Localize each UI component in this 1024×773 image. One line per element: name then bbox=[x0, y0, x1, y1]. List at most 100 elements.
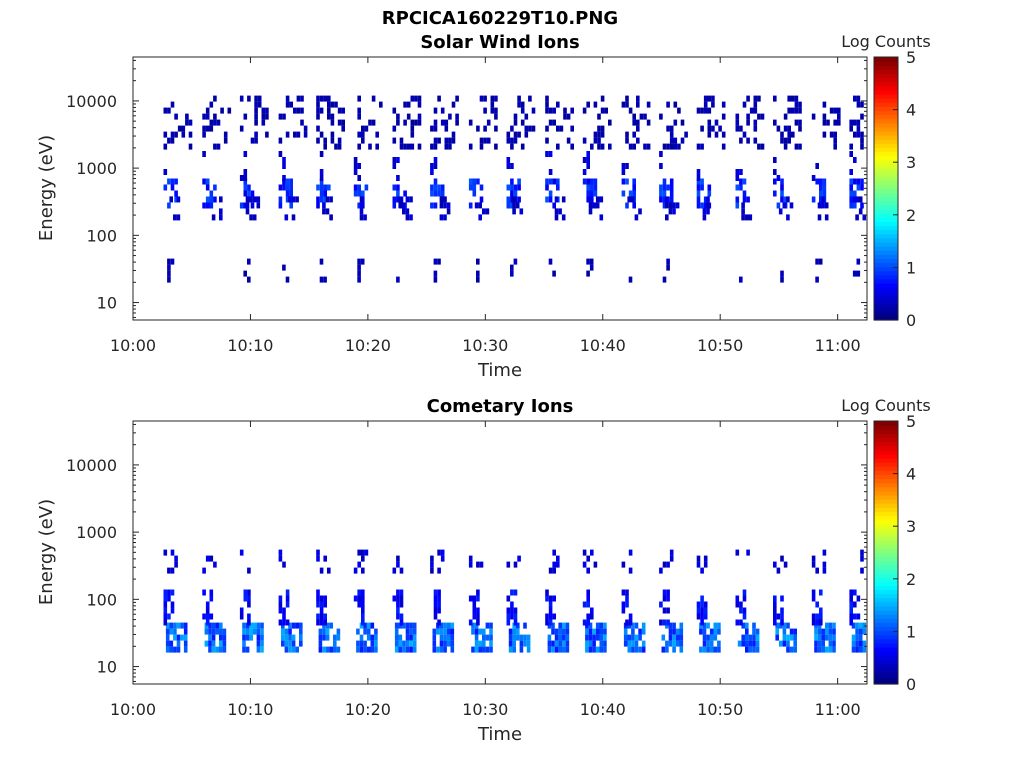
heatmap-cell bbox=[778, 208, 783, 215]
heatmap-cell bbox=[742, 178, 747, 185]
heatmap-cell bbox=[516, 634, 520, 641]
heatmap-cell bbox=[174, 178, 178, 185]
heatmap-cell bbox=[599, 646, 604, 653]
heatmap-cell bbox=[562, 640, 566, 647]
heatmap-cell bbox=[247, 95, 251, 102]
heatmap-cell bbox=[476, 258, 480, 265]
heatmap-cell bbox=[599, 196, 604, 203]
heatmap-cell bbox=[632, 184, 636, 191]
heatmap-cell bbox=[717, 622, 721, 629]
heatmap-cell bbox=[239, 613, 244, 620]
heatmap-cell bbox=[303, 131, 308, 138]
heatmap-cell bbox=[748, 634, 753, 641]
heatmap-cell bbox=[588, 622, 593, 629]
heatmap-cell bbox=[735, 184, 740, 191]
heatmap-cell bbox=[285, 589, 290, 596]
heatmap-cell bbox=[433, 143, 438, 150]
heatmap-cell bbox=[319, 567, 324, 574]
heatmap-cell bbox=[414, 95, 418, 102]
heatmap-cell bbox=[330, 101, 335, 108]
heatmap-cell bbox=[278, 601, 283, 608]
heatmap-cell bbox=[170, 549, 175, 556]
heatmap-cell bbox=[392, 157, 397, 163]
heatmap-cell bbox=[786, 640, 790, 647]
heatmap-cell bbox=[548, 119, 553, 126]
heatmap-cell bbox=[851, 634, 856, 641]
heatmap-cell bbox=[545, 125, 549, 132]
heatmap-cell bbox=[472, 184, 477, 191]
heatmap-cell bbox=[855, 646, 859, 653]
heatmap-cell bbox=[316, 549, 320, 556]
heatmap-cell bbox=[490, 95, 495, 102]
heatmap-cell bbox=[517, 101, 521, 108]
heatmap-cell bbox=[513, 119, 518, 126]
heatmap-cell bbox=[396, 119, 400, 126]
heatmap-cell bbox=[833, 119, 837, 126]
heatmap-cell bbox=[485, 208, 490, 215]
heatmap-cell bbox=[247, 619, 251, 626]
heatmap-cell bbox=[216, 119, 221, 126]
heatmap-cell bbox=[585, 634, 589, 641]
heatmap-cell bbox=[170, 607, 175, 614]
heatmap-cell bbox=[556, 184, 560, 191]
heatmap-cell bbox=[430, 163, 434, 169]
heatmap-cell bbox=[696, 613, 701, 620]
colorbar-swatch bbox=[874, 486, 898, 492]
colorbar-tick-label: 0 bbox=[906, 675, 916, 694]
heatmap-cell bbox=[455, 113, 459, 120]
heatmap-cell bbox=[476, 276, 480, 283]
heatmap-cell bbox=[319, 95, 324, 102]
heatmap-cell bbox=[665, 196, 669, 203]
heatmap-cell bbox=[202, 131, 206, 138]
heatmap-cell bbox=[494, 125, 498, 132]
heatmap-cell bbox=[446, 202, 451, 209]
heatmap-cell bbox=[592, 640, 596, 647]
heatmap-cell bbox=[245, 628, 250, 635]
heatmap-cell bbox=[819, 613, 823, 620]
heatmap-cell bbox=[548, 595, 553, 602]
heatmap-cell bbox=[526, 646, 531, 653]
heatmap-cell bbox=[700, 184, 704, 191]
heatmap-cell bbox=[163, 143, 168, 150]
heatmap-cell bbox=[753, 125, 758, 132]
heatmap-cell bbox=[327, 107, 331, 114]
heatmap-cell bbox=[595, 196, 600, 203]
heatmap-cell bbox=[528, 125, 532, 132]
heatmap-cell bbox=[562, 634, 566, 641]
heatmap-cell bbox=[291, 214, 296, 221]
heatmap-cell bbox=[855, 628, 859, 635]
heatmap-cell bbox=[837, 113, 841, 120]
heatmap-cell bbox=[163, 131, 168, 138]
heatmap-cell bbox=[551, 640, 555, 647]
heatmap-cell bbox=[531, 125, 536, 132]
heatmap-cell bbox=[665, 214, 669, 221]
heatmap-cell bbox=[252, 196, 257, 203]
heatmap-cell bbox=[702, 646, 707, 653]
heatmap-cell bbox=[433, 595, 438, 602]
heatmap-cell bbox=[479, 196, 484, 203]
heatmap-cell bbox=[659, 163, 663, 169]
heatmap-cell bbox=[205, 113, 210, 120]
heatmap-cell bbox=[713, 628, 718, 635]
heatmap-cell bbox=[451, 131, 456, 138]
colorbar-swatch bbox=[874, 258, 898, 264]
heatmap-cell bbox=[357, 589, 361, 596]
heatmap-cell bbox=[288, 628, 292, 635]
heatmap-cell bbox=[737, 640, 742, 647]
heatmap-cell bbox=[483, 137, 487, 144]
heatmap-cell bbox=[552, 567, 556, 574]
heatmap-cell bbox=[815, 601, 819, 608]
heatmap-cell bbox=[789, 634, 794, 641]
heatmap-cell bbox=[780, 131, 784, 138]
heatmap-cell bbox=[853, 202, 857, 209]
heatmap-cell bbox=[208, 634, 212, 641]
heatmap-cell bbox=[531, 107, 536, 114]
heatmap-cell bbox=[706, 646, 710, 653]
heatmap-cell bbox=[517, 95, 521, 102]
heatmap-cell bbox=[666, 125, 670, 132]
heatmap-cell bbox=[440, 555, 445, 562]
heatmap-cell bbox=[739, 184, 743, 191]
heatmap-cell bbox=[353, 190, 358, 197]
heatmap-cell bbox=[508, 628, 513, 635]
heatmap-cell bbox=[506, 202, 511, 209]
